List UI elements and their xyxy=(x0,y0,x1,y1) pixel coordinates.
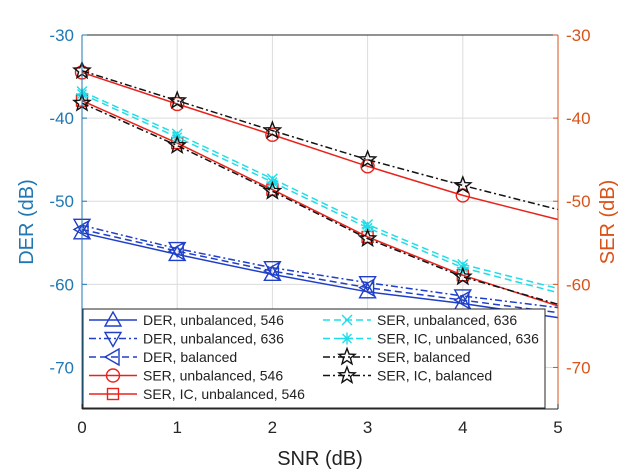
x-tick-label-1: 1 xyxy=(172,418,181,437)
series-3-point-2-shape xyxy=(265,127,280,142)
left-axis-label: DER (dB) xyxy=(16,179,38,265)
right-tick-label-0: -70 xyxy=(566,358,591,377)
series-group xyxy=(72,60,559,319)
series-2-point-2 xyxy=(262,261,280,281)
series-8-point-1-shape xyxy=(167,135,188,155)
series-3-point-1 xyxy=(169,96,185,112)
legend-label-3: SER, unbalanced, 546 xyxy=(143,368,283,384)
series-1-point-4-shape xyxy=(453,289,473,306)
x-tick-label-5: 5 xyxy=(553,418,562,437)
series-2-point-1 xyxy=(167,241,184,261)
series-line-1 xyxy=(81,224,559,309)
right-tick-label-2: -50 xyxy=(566,192,591,211)
series-6-point-3 xyxy=(361,221,374,234)
left-tick-label-1: -60 xyxy=(49,275,74,294)
series-1-point-4 xyxy=(453,289,473,306)
series-7-point-3-shape xyxy=(357,149,378,169)
legend-marker-8-shape xyxy=(337,365,357,384)
series-2-point-4 xyxy=(453,290,470,310)
series-8-point-1 xyxy=(167,135,188,155)
series-line-6 xyxy=(81,93,559,294)
series-line-8 xyxy=(81,102,559,306)
series-6-point-3-shape xyxy=(361,221,374,234)
series-1-point-3 xyxy=(358,275,377,293)
right-tick-label-4: -30 xyxy=(566,26,591,45)
series-7-point-2 xyxy=(262,120,283,140)
x-tick-label-0: 0 xyxy=(77,418,86,437)
right-tick-label-1: -60 xyxy=(566,275,591,294)
series-2-point-0 xyxy=(72,220,89,239)
series-2-point-0-shape xyxy=(72,220,89,239)
right-axis-label: SER (dB) xyxy=(597,180,619,264)
legend-marker-2-shape xyxy=(103,347,120,367)
x-tick-label-3: 3 xyxy=(363,418,372,437)
series-8-point-4-shape xyxy=(452,266,473,286)
legend-marker-1-shape xyxy=(103,331,123,348)
left-tick-label-2: -50 xyxy=(49,192,74,211)
x-axis-label: SNR (dB) xyxy=(277,448,363,470)
legend-marker-0 xyxy=(103,310,123,327)
legend-marker-1 xyxy=(103,331,123,348)
legend-label-4: SER, IC, unbalanced, 546 xyxy=(143,386,305,402)
x-tick-label-2: 2 xyxy=(268,418,277,437)
series-0-point-3-shape xyxy=(358,282,377,299)
series-1-point-3-shape xyxy=(358,275,377,293)
series-3-point-3-shape xyxy=(360,159,375,174)
series-3-point-3 xyxy=(360,159,375,174)
legend-marker-0-shape xyxy=(103,310,123,327)
legend: DER, unbalanced, 546 DER, unbalanced, 636… xyxy=(82,308,546,409)
legend-marker-5-shape xyxy=(341,314,353,326)
series-7-point-4 xyxy=(452,174,473,194)
series-line-3 xyxy=(81,71,559,221)
series-7-point-3 xyxy=(357,149,378,169)
series-8-point-3 xyxy=(357,228,378,248)
left-tick-label-4: -30 xyxy=(49,26,74,45)
legend-label-5: SER, unbalanced, 636 xyxy=(377,312,517,328)
series-2-point-3 xyxy=(358,278,375,297)
legend-marker-4-shape xyxy=(106,387,120,401)
legend-label-2: DER, balanced xyxy=(143,349,237,365)
series-8-point-4 xyxy=(452,266,473,286)
series-line-5 xyxy=(81,90,559,290)
series-7-point-1 xyxy=(167,90,188,110)
legend-marker-6-shape xyxy=(341,332,353,345)
legend-marker-3 xyxy=(105,368,121,383)
legend-marker-3-shape xyxy=(105,368,121,383)
series-line-4 xyxy=(81,99,559,307)
series-8-point-2 xyxy=(262,180,283,200)
legend-marker-7-shape xyxy=(337,346,357,366)
series-8-point-2-shape xyxy=(262,180,283,200)
legend-label-1: DER, unbalanced, 636 xyxy=(143,331,284,347)
series-2-point-3-shape xyxy=(358,278,375,297)
series-2-point-2-shape xyxy=(262,261,280,281)
legend-marker-8 xyxy=(337,365,357,384)
series-3-point-1-shape xyxy=(169,96,185,112)
legend-marker-7 xyxy=(337,346,357,366)
x-tick-label-4: 4 xyxy=(458,418,467,437)
series-line-2 xyxy=(81,228,559,314)
legend-label-7: SER, balanced xyxy=(377,349,470,365)
legend-marker-6 xyxy=(341,332,353,345)
axes: 0 1 2 3 4 5 -70 -60 -50 -40 -30 -70 -60 -50 -40 -30 xyxy=(49,26,590,437)
series-7-point-2-shape xyxy=(262,120,283,140)
left-tick-label-0: -70 xyxy=(49,358,74,377)
legend-marker-4 xyxy=(106,387,120,401)
series-3-point-2 xyxy=(265,127,280,142)
right-tick-label-3: -40 xyxy=(566,109,591,128)
series-2-point-4-shape xyxy=(453,290,470,310)
legend-marker-2 xyxy=(103,347,120,367)
legend-marker-5 xyxy=(341,314,353,326)
legend-label-8: SER, IC, balanced xyxy=(377,368,492,384)
legend-box xyxy=(82,308,546,409)
series-0-point-3 xyxy=(358,282,377,299)
series-7-point-1-shape xyxy=(167,90,188,110)
series-7-point-4-shape xyxy=(452,174,473,194)
left-tick-label-3: -40 xyxy=(49,109,74,128)
legend-label-0: DER, unbalanced, 546 xyxy=(143,312,284,328)
series-8-point-3-shape xyxy=(357,228,378,248)
series-2-point-1-shape xyxy=(167,241,184,261)
series-line-0 xyxy=(81,232,559,319)
legend-label-6: SER, IC, unbalanced, 636 xyxy=(377,331,539,347)
